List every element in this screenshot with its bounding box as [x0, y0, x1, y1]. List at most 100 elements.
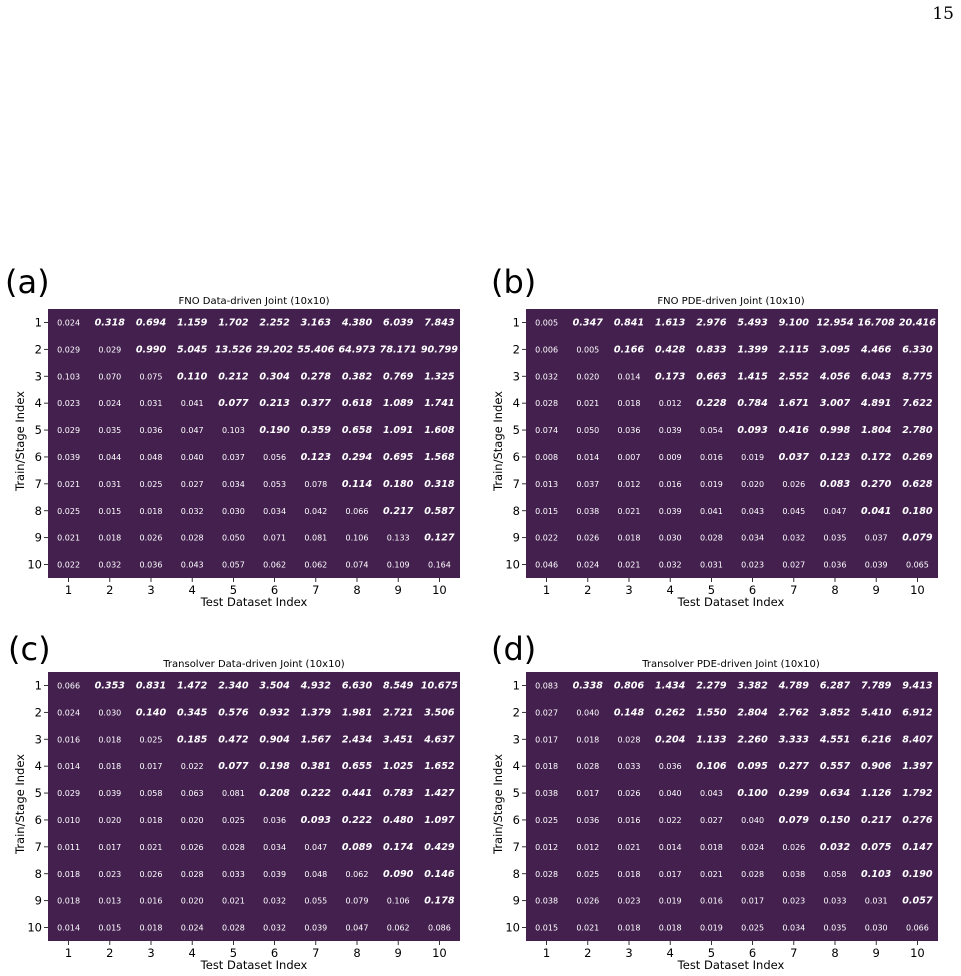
heatmap-cell	[89, 443, 131, 471]
heatmap-cell	[89, 416, 131, 444]
cell-value-label: 0.016	[140, 897, 163, 906]
cell-value-label: 0.014	[659, 843, 682, 852]
cell-value-label: 1.415	[737, 371, 768, 382]
heatmap-cell	[649, 779, 691, 807]
cell-value-label: 0.036	[140, 561, 163, 570]
heatmap-cell	[567, 443, 609, 471]
heatmap-cell	[377, 725, 419, 753]
heatmap-cell	[526, 672, 568, 699]
x-tick-label: 9	[873, 583, 880, 597]
y-tick-label: 5	[513, 786, 520, 800]
cell-value-label: 0.018	[700, 843, 723, 852]
cell-value-label: 3.095	[820, 344, 851, 355]
heatmap-cell	[814, 524, 856, 552]
heatmap-cell	[418, 806, 460, 834]
cell-value-label: 0.020	[181, 816, 204, 825]
cell-value-label: 55.406	[297, 344, 334, 355]
x-tick-label: 6	[271, 946, 278, 960]
heatmap-cell	[336, 914, 378, 941]
cell-value-label: 0.034	[782, 924, 805, 933]
heatmap-cell	[773, 335, 815, 363]
heatmap-cell	[855, 752, 897, 780]
cell-value-label: 0.114	[342, 479, 373, 490]
heatmap-cell	[690, 335, 732, 363]
y-tick-label: 7	[35, 840, 42, 854]
heatmap-cell	[377, 698, 419, 726]
heatmap-cell	[295, 335, 337, 363]
cell-value-label: 0.047	[346, 924, 369, 933]
cell-value-label: 0.018	[618, 870, 641, 879]
cell-value-label: 7.789	[861, 680, 892, 691]
cell-value-label: 0.034	[222, 480, 245, 489]
cell-value-label: 0.023	[741, 561, 764, 570]
heatmap-cell	[171, 389, 213, 417]
heatmap-cell	[418, 779, 460, 807]
cell-value-label: 0.338	[573, 680, 604, 691]
heatmap-cell	[130, 725, 172, 753]
cell-value-label: 3.007	[820, 398, 851, 409]
cell-value-label: 0.017	[535, 735, 558, 744]
cell-value-label: 0.039	[659, 426, 682, 435]
heatmap-cell	[254, 698, 296, 726]
cell-value-label: 0.190	[902, 869, 933, 880]
y-tick-label: 1	[35, 315, 42, 329]
cell-value-label: 0.020	[98, 816, 121, 825]
heatmap-cell	[171, 806, 213, 834]
heatmap-cell	[377, 416, 419, 444]
x-tick-label: 5	[230, 946, 237, 960]
heatmap-cell	[855, 779, 897, 807]
cell-value-label: 0.038	[782, 870, 805, 879]
cell-value-label: 3.451	[383, 734, 413, 745]
heatmap-cell	[130, 752, 172, 780]
heatmap-cell	[48, 335, 90, 363]
cell-value-label: 0.222	[342, 815, 373, 826]
heatmap-cell	[418, 833, 460, 861]
heatmap-cell	[608, 779, 650, 807]
cell-value-label: 0.039	[98, 789, 121, 798]
heatmap-cell	[48, 914, 90, 941]
cell-value-label: 0.841	[614, 317, 644, 328]
cell-value-label: 0.127	[424, 533, 455, 544]
heatmap-cell	[814, 698, 856, 726]
cell-value-label: 2.976	[696, 317, 727, 328]
cell-value-label: 0.021	[57, 534, 80, 543]
cell-value-label: 0.110	[177, 371, 208, 382]
heatmap-cell	[254, 779, 296, 807]
heatmap-cell	[814, 914, 856, 941]
cell-value-label: 1.025	[383, 761, 414, 772]
cell-value-label: 0.032	[659, 561, 682, 570]
heatmap-cell	[254, 524, 296, 552]
cell-value-label: 20.416	[899, 317, 936, 328]
heatmap-cell	[130, 672, 172, 699]
heatmap-cell	[773, 389, 815, 417]
cell-value-label: 1.089	[383, 398, 414, 409]
cell-value-label: 0.018	[618, 924, 641, 933]
heatmap-cell	[896, 362, 938, 390]
heatmap-cell	[896, 416, 938, 444]
y-tick-label: 6	[35, 813, 42, 827]
cell-value-label: 0.020	[741, 480, 764, 489]
heatmap-cell	[377, 470, 419, 498]
panel-tag: (c)	[8, 630, 51, 668]
cell-value-label: 5.045	[177, 344, 208, 355]
cell-value-label: 4.551	[819, 734, 850, 745]
heatmap-cell	[855, 672, 897, 699]
cell-value-label: 0.050	[222, 534, 245, 543]
cell-value-label: 0.016	[659, 480, 682, 489]
cell-value-label: 0.023	[618, 897, 641, 906]
heatmap-cell	[254, 860, 296, 888]
cell-value-label: 0.058	[824, 870, 847, 879]
cell-value-label: 0.075	[861, 842, 892, 853]
cell-value-label: 0.278	[301, 371, 332, 382]
cell-value-label: 0.655	[342, 761, 373, 772]
cell-value-label: 4.789	[778, 680, 810, 691]
heatmap-cell	[690, 725, 732, 753]
y-tick-label: 8	[35, 504, 42, 518]
cell-value-label: 0.103	[222, 426, 245, 435]
cell-value-label: 9.413	[902, 680, 933, 691]
heatmap-cell	[377, 362, 419, 390]
heatmap-cell	[690, 416, 732, 444]
heatmap-cell	[254, 443, 296, 471]
heatmap-cell	[48, 443, 90, 471]
cell-value-label: 0.359	[301, 425, 332, 436]
